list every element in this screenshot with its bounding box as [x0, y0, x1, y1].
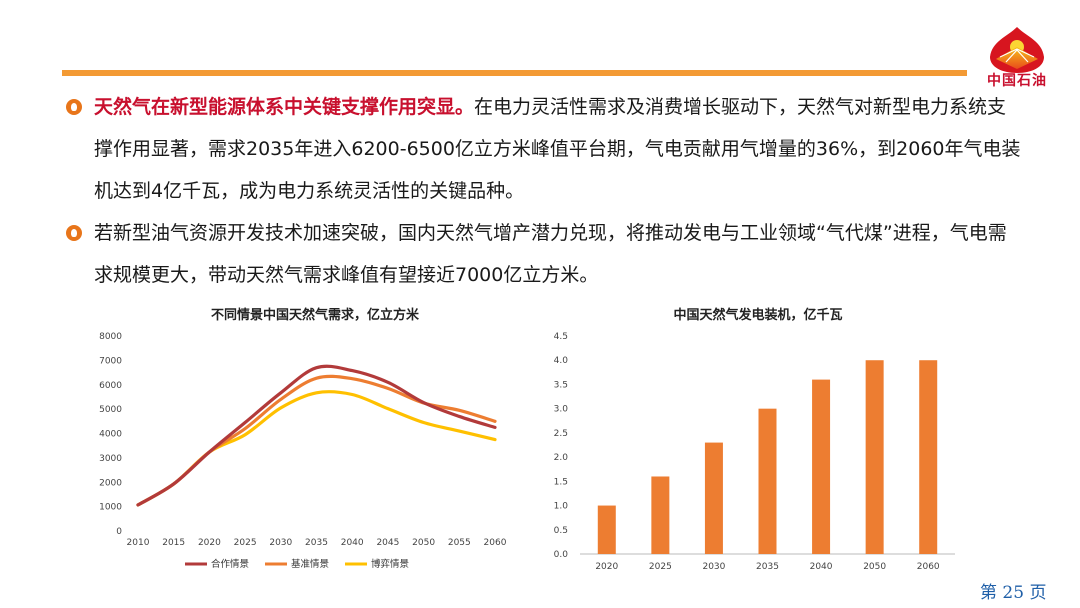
bar: [651, 476, 670, 554]
x-tick-label: 2040: [810, 562, 833, 572]
bullet-item-2: 若新型油气资源开发技术加速突破，国内天然气增产潜力兑现，将推动发电与工业领域“气…: [64, 212, 1024, 296]
x-tick-label: 2025: [649, 562, 672, 572]
bar-chart-title: 中国天然气发电装机，亿千瓦: [673, 308, 843, 323]
x-tick-label: 2015: [162, 538, 185, 548]
bar: [865, 360, 884, 554]
bullet-drop-icon: [66, 225, 82, 241]
x-tick-label: 2025: [234, 538, 257, 548]
bar: [758, 408, 777, 554]
demand-line-chart: 0 1000 2000 3000 4000 5000 6000 7000 8000 2010 201…: [99, 332, 507, 570]
x-tick-label: 2020: [198, 538, 221, 548]
bar: [919, 360, 938, 554]
x-tick-label: 2045: [376, 538, 399, 548]
x-tick-label: 2060: [484, 538, 507, 548]
y-tick-label: 2.0: [554, 453, 569, 463]
y-tick-label: 4.5: [554, 332, 568, 342]
series-line: [136, 374, 497, 507]
legend-label: 合作情景: [211, 558, 249, 570]
y-tick-label: 1.0: [554, 502, 569, 512]
legend-item: 合作情景: [185, 558, 249, 570]
y-tick-label: 3000: [99, 454, 122, 464]
y-tick-label: 3.5: [554, 380, 568, 390]
legend-item: 博弈情景: [345, 558, 409, 570]
x-tick-label: 2035: [305, 538, 328, 548]
y-tick-label: 0: [116, 527, 122, 537]
bullet-item-1: 天然气在新型能源体系中关键支撑作用突显。在电力灵活性需求及消费增长驱动下，天然气…: [64, 86, 1024, 212]
x-tick-label: 2010: [127, 538, 150, 548]
bar: [704, 442, 723, 554]
y-tick-label: 0.5: [554, 526, 568, 536]
y-tick-label: 0.0: [554, 550, 569, 560]
y-tick-label: 8000: [99, 332, 122, 342]
y-tick-label: 4000: [99, 430, 122, 440]
y-tick-label: 2000: [99, 478, 122, 488]
petrochina-logo-icon: [990, 27, 1044, 73]
x-tick-label: 2030: [702, 562, 725, 572]
bullet-drop-icon: [66, 99, 82, 115]
bullet-list: 天然气在新型能源体系中关键支撑作用突显。在电力灵活性需求及消费增长驱动下，天然气…: [64, 86, 1024, 296]
bar: [597, 505, 616, 554]
x-tick-label: 2050: [412, 538, 435, 548]
bullet-text: 若新型油气资源开发技术加速突破，国内天然气增产潜力兑现，将推动发电与工业领域“气…: [94, 222, 1007, 286]
y-tick-label: 2.5: [554, 429, 568, 439]
y-tick-label: 6000: [99, 381, 122, 391]
legend-label: 博弈情景: [371, 558, 409, 570]
series-line: [136, 364, 497, 507]
capacity-bar-chart: 0.0 0.5 1.0 1.5 2.0 2.5 3.0 3.5 4.0 4.5 2020 2025 20…: [554, 332, 955, 572]
y-tick-label: 3.0: [554, 405, 569, 415]
y-tick-label: 4.0: [554, 356, 569, 366]
y-tick-label: 1000: [99, 503, 122, 513]
line-chart-title: 不同情景中国天然气需求，亿立方米: [210, 308, 419, 323]
top-divider: [62, 70, 967, 76]
y-tick-label: 5000: [99, 405, 122, 415]
legend-item: 基准情景: [265, 558, 329, 570]
x-tick-label: 2035: [756, 562, 779, 572]
bar: [812, 379, 831, 554]
x-tick-label: 2040: [341, 538, 364, 548]
y-tick-label: 1.5: [554, 477, 568, 487]
logo-text: 中国石油: [987, 73, 1047, 89]
y-tick-label: 7000: [99, 356, 122, 366]
legend-label: 基准情景: [291, 558, 329, 570]
page-number: 第 25 页: [980, 583, 1047, 603]
x-tick-label: 2055: [448, 538, 471, 548]
x-tick-label: 2060: [917, 562, 940, 572]
x-tick-label: 2050: [863, 562, 886, 572]
x-tick-label: 2030: [269, 538, 292, 548]
x-tick-label: 2020: [595, 562, 618, 572]
bullet-text: 在电力灵活性需求及消费增长驱动下，天然气对新型电力系统支撑作用显著，需求2035…: [94, 96, 1021, 202]
bullet-highlight: 天然气在新型能源体系中关键支撑作用突显。: [94, 96, 475, 118]
